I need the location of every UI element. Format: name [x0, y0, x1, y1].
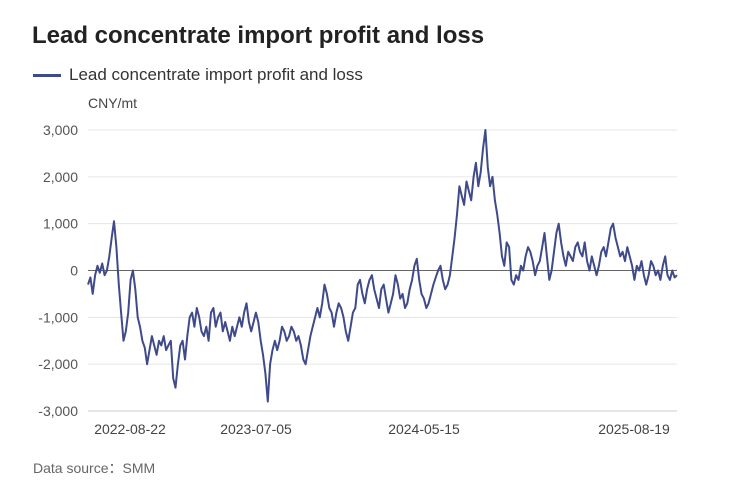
legend-label: Lead concentrate import profit and loss — [69, 65, 363, 84]
y-tick-label: -1,000 — [38, 309, 78, 325]
x-tick-label: 2023-07-05 — [220, 421, 292, 437]
y-tick-label: 0 — [70, 263, 78, 279]
series-line — [87, 129, 678, 403]
y-axis-unit: CNY/mt — [88, 95, 137, 111]
y-tick-label: -2,000 — [38, 356, 78, 372]
legend: Lead concentrate import profit and loss — [33, 65, 363, 85]
data-source: Data source：SMM — [33, 460, 156, 476]
legend-line-swatch — [33, 73, 61, 77]
x-tick-label: 2022-08-22 — [94, 421, 166, 437]
y-tick-label: 2,000 — [43, 169, 78, 185]
chart-title: Lead concentrate import profit and loss — [32, 22, 485, 49]
x-tick-label: 2025-08-19 — [598, 421, 670, 437]
x-tick-label: 2024-05-15 — [388, 421, 460, 437]
y-tick-label: 3,000 — [43, 122, 78, 138]
y-tick-label: -3,000 — [38, 403, 78, 419]
y-tick-label: 1,000 — [43, 216, 78, 232]
